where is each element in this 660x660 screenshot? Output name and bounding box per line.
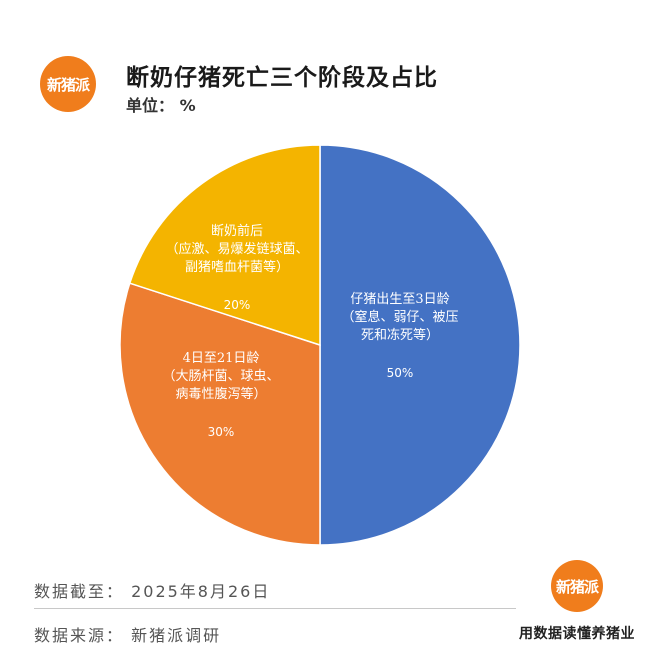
unit-label: 单位： % — [126, 96, 196, 115]
slice-sublabel-3: （应激、易爆发链球菌、 — [165, 241, 308, 257]
slice-value-1: 50% — [387, 366, 414, 380]
slice-value-2: 30% — [208, 425, 235, 439]
pie-slice-2 — [119, 282, 321, 546]
slogan: 用数据读懂养猪业 — [519, 626, 635, 642]
brand-logo-top: 新猪派 — [40, 56, 96, 112]
slice-label-2: 4日至21日龄 — [183, 351, 260, 366]
slice-value-3: 20% — [224, 298, 251, 312]
slice-sublabel-2: （大肠杆菌、球虫、 — [162, 369, 279, 384]
brand-logo-text: 新猪派 — [46, 75, 90, 94]
data-date: 数据截至： 2025年8月26日 — [34, 582, 271, 601]
slice-sublabel-2: 病毒性腹泻等） — [175, 386, 266, 402]
slice-sublabel-1: （窒息、弱仔、被压 — [341, 309, 458, 325]
pie-slice-1 — [319, 144, 521, 546]
pie-slice-3 — [128, 144, 321, 347]
footer-divider — [34, 608, 516, 609]
data-source: 数据来源： 新猪派调研 — [34, 626, 222, 645]
slice-label-3: 断奶前后 — [211, 223, 263, 239]
brand-logo-bottom: 新猪派 — [551, 560, 603, 612]
slice-sublabel-3: 副猪嗜血杆菌等） — [185, 259, 289, 275]
brand-logo-text-bottom: 新猪派 — [555, 577, 599, 596]
slice-sublabel-1: 死和冻死等） — [361, 327, 439, 343]
slice-label-1: 仔猪出生至3日龄 — [350, 292, 449, 307]
chart-title: 断奶仔猪死亡三个阶段及占比 — [126, 65, 438, 91]
